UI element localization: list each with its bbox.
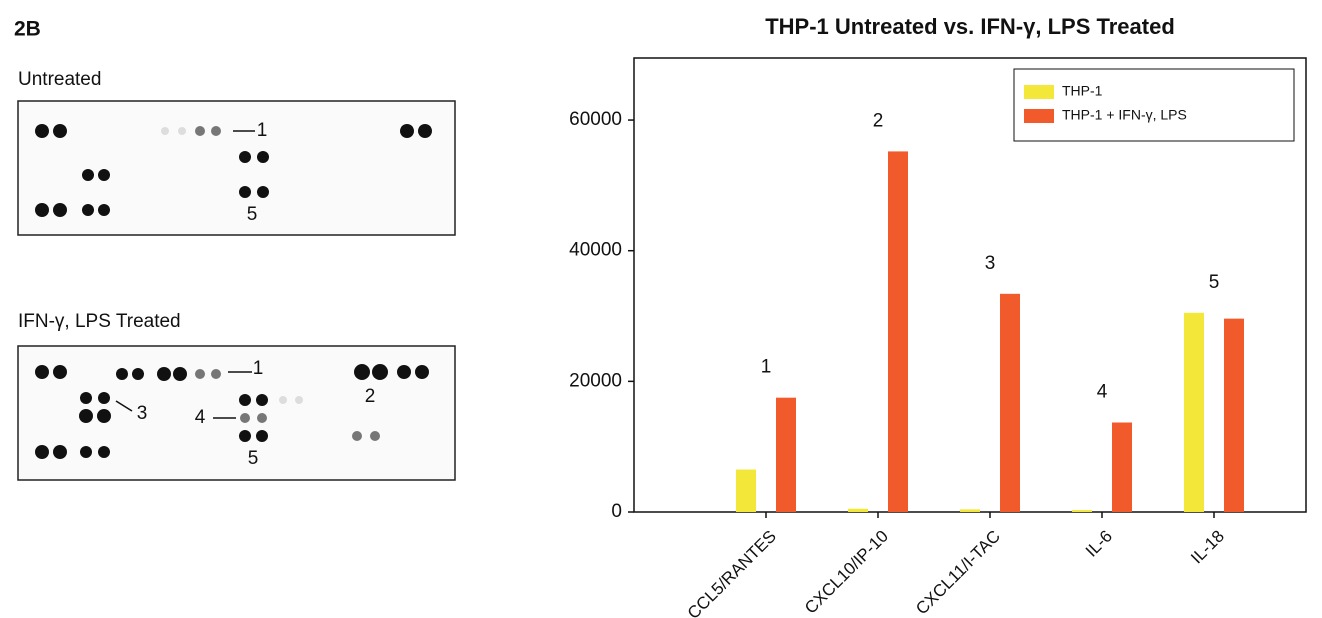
x-tick-label: CXCL11/I-TAC: [912, 527, 1004, 618]
blot-label: 5: [247, 204, 258, 225]
blot-label: 2: [365, 386, 376, 407]
annotation: 5: [1209, 272, 1220, 293]
y-tick-label: 20000: [569, 370, 622, 391]
blot-treated: [17, 345, 456, 481]
chart-title: THP-1 Untreated vs. IFN-γ, LPS Treated: [765, 14, 1175, 39]
annotation: 3: [985, 253, 996, 274]
bar: [888, 151, 908, 512]
bar: [1184, 312, 1204, 512]
blot-untreated: [17, 100, 456, 236]
blot-label: 3: [137, 403, 148, 424]
blot-label: 1: [253, 358, 264, 379]
x-tick-label: IL-6: [1082, 527, 1116, 561]
x-tick-label: IL-18: [1187, 527, 1228, 568]
blot-title: Untreated: [18, 69, 101, 90]
y-tick-label: 40000: [569, 240, 622, 261]
bar: [848, 508, 868, 512]
bar: [1000, 293, 1020, 512]
y-tick-label: 60000: [569, 109, 622, 130]
bar: [1224, 318, 1244, 512]
y-tick-label: 0: [611, 501, 622, 522]
bar: [960, 509, 980, 512]
blot-label: 1: [257, 120, 268, 141]
bar: [776, 397, 796, 512]
legend-swatch: [1024, 85, 1054, 99]
bar: [1072, 510, 1092, 512]
x-tick-label: CXCL10/IP-10: [801, 527, 892, 618]
bar: [736, 469, 756, 512]
legend: [1013, 68, 1295, 142]
annotation: 1: [761, 357, 772, 378]
legend-label: THP-1: [1062, 83, 1103, 99]
blot-label: 5: [248, 448, 259, 469]
legend-label: THP-1 + IFN-γ, LPS: [1062, 107, 1187, 123]
annotation: 2: [873, 110, 884, 131]
x-tick-label: CCL5/RANTES: [684, 527, 780, 618]
bar: [1112, 422, 1132, 512]
blot-label: 4: [195, 407, 206, 428]
legend-swatch: [1024, 109, 1054, 123]
annotation: 4: [1097, 382, 1108, 403]
blot-title: IFN-γ, LPS Treated: [18, 311, 181, 332]
panel-label: 2B: [14, 18, 41, 41]
